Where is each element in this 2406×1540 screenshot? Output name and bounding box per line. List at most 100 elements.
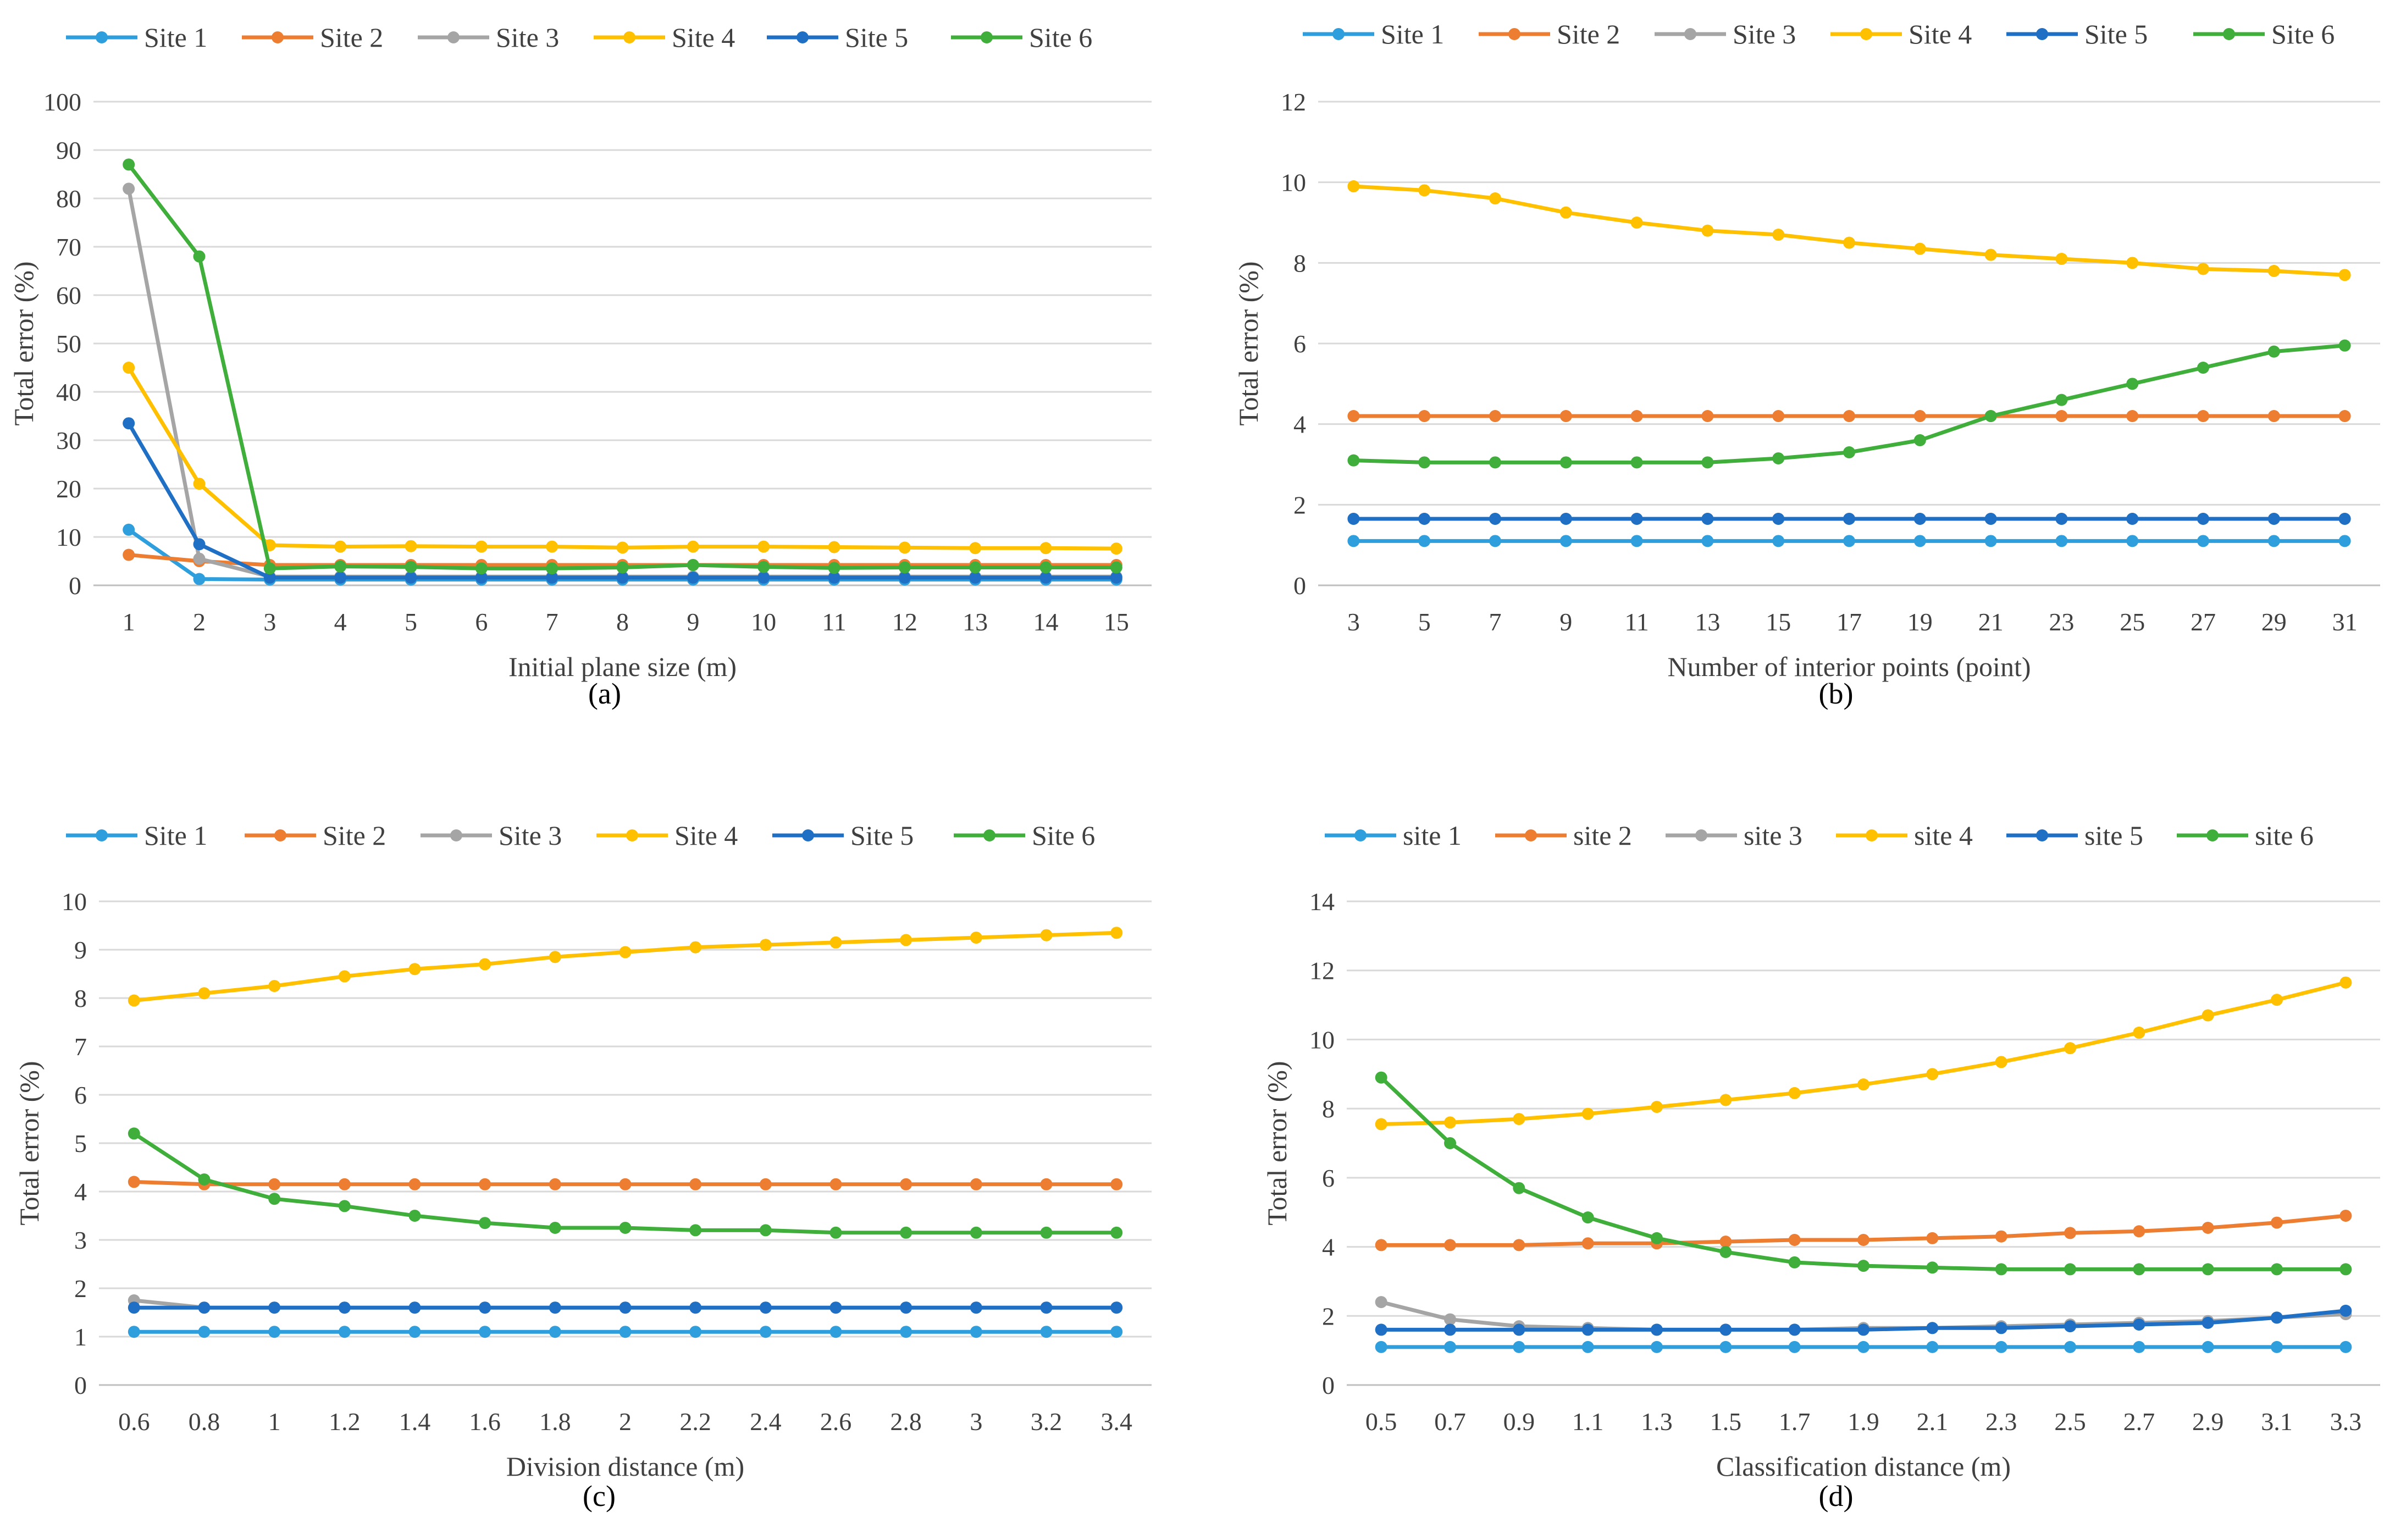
- data-point: [2338, 339, 2351, 352]
- series-line: [126, 365, 1119, 551]
- data-point: [1559, 206, 1572, 219]
- data-point: [549, 1222, 561, 1234]
- legend-label: Site 3: [1733, 19, 1796, 49]
- data-point: [2202, 1222, 2214, 1234]
- data-point: [1719, 1236, 1732, 1248]
- data-point: [970, 1178, 982, 1190]
- data-point: [1630, 410, 1643, 422]
- data-point: [2271, 1340, 2283, 1353]
- data-point: [2055, 394, 2068, 406]
- data-point: [2338, 269, 2351, 281]
- data-point: [2126, 410, 2139, 422]
- y-axis-title: Total error (%): [8, 261, 39, 425]
- data-point: [1559, 535, 1572, 547]
- data-point: [128, 994, 140, 1007]
- series-5: [1347, 513, 2351, 525]
- data-point: [549, 1301, 561, 1314]
- data-point: [828, 562, 840, 574]
- y-tick-label: 10: [62, 888, 87, 916]
- legend-marker: [983, 829, 995, 841]
- data-point: [193, 573, 206, 585]
- data-point: [2339, 1210, 2352, 1222]
- series-4: [1347, 180, 2351, 281]
- data-point: [898, 541, 911, 554]
- data-point: [687, 571, 699, 584]
- data-point: [1418, 535, 1431, 547]
- x-tick-label: 3: [970, 1408, 982, 1436]
- data-point: [1110, 1326, 1123, 1338]
- data-point: [829, 1301, 842, 1314]
- data-point: [759, 939, 772, 951]
- data-point: [1772, 513, 1785, 525]
- data-point: [1444, 1340, 1456, 1353]
- data-point: [1926, 1068, 1939, 1081]
- data-point: [970, 1326, 982, 1338]
- legend-marker: [1866, 829, 1878, 841]
- legend-marker: [797, 31, 809, 43]
- data-point: [1701, 456, 1714, 469]
- data-point: [123, 182, 135, 195]
- data-point: [1559, 513, 1572, 525]
- data-point: [268, 1326, 281, 1338]
- data-point: [1513, 1113, 1525, 1125]
- data-point: [1701, 535, 1714, 547]
- data-point: [828, 541, 840, 553]
- data-point: [1418, 513, 1431, 525]
- data-point: [193, 552, 206, 565]
- legend-label: site 6: [2255, 820, 2314, 851]
- data-point: [2064, 1340, 2076, 1353]
- data-point: [408, 963, 421, 976]
- data-point: [1788, 1323, 1801, 1336]
- chart-panel-4: 0 2 4 6 8 10 12 14 0.5 0.7 0.9 1.1 1.3 1.5 1.7 1.9 2.1 2.…: [1262, 820, 2380, 1513]
- data-point: [2064, 1042, 2076, 1055]
- data-point: [619, 1178, 632, 1190]
- series-3: [123, 182, 1122, 583]
- data-point: [687, 559, 699, 572]
- data-point: [1772, 229, 1785, 241]
- data-point: [198, 1173, 211, 1186]
- y-tick-label: 10: [1281, 169, 1306, 197]
- data-point: [1857, 1260, 1870, 1272]
- data-point: [1110, 542, 1122, 555]
- data-point: [759, 1178, 772, 1190]
- legend-label: Site 2: [323, 820, 386, 851]
- y-tick-label: 9: [74, 936, 87, 964]
- data-point: [2271, 1216, 2283, 1229]
- data-point: [2197, 410, 2209, 422]
- legend-label: Site 3: [499, 820, 562, 851]
- legend-marker: [623, 31, 635, 43]
- data-point: [1984, 248, 1997, 261]
- data-point: [334, 540, 347, 553]
- panel-label: (b): [1819, 677, 1854, 710]
- data-point: [2267, 265, 2280, 277]
- data-point: [1701, 224, 1714, 237]
- data-point: [1630, 513, 1643, 525]
- data-point: [2338, 410, 2351, 422]
- legend-marker: [1354, 829, 1367, 841]
- x-tick-label: 2.4: [750, 1408, 782, 1436]
- data-point: [2267, 535, 2280, 547]
- data-point: [1630, 535, 1643, 547]
- data-point: [900, 1301, 912, 1314]
- legend-label: Site 5: [2084, 19, 2148, 49]
- data-point: [2126, 378, 2139, 390]
- data-point: [970, 1301, 982, 1314]
- legend-label: Site 4: [1909, 19, 1972, 49]
- data-point: [2197, 535, 2209, 547]
- data-point: [1772, 410, 1785, 422]
- series-1: [1347, 535, 2351, 547]
- data-point: [970, 932, 982, 944]
- data-point: [1843, 410, 1855, 422]
- legend-marker: [2036, 28, 2048, 40]
- x-tick-label: 3.1: [2261, 1408, 2293, 1436]
- x-tick-label: 10: [751, 608, 776, 636]
- x-tick-label: 1.2: [329, 1408, 361, 1436]
- x-tick-label: 25: [2120, 608, 2145, 636]
- y-tick-label: 1: [74, 1323, 87, 1351]
- legend-label: site 4: [1914, 820, 1973, 851]
- data-point: [1444, 1239, 1456, 1251]
- data-point: [1772, 535, 1785, 547]
- data-point: [900, 1226, 912, 1239]
- y-tick-label: 12: [1281, 88, 1306, 116]
